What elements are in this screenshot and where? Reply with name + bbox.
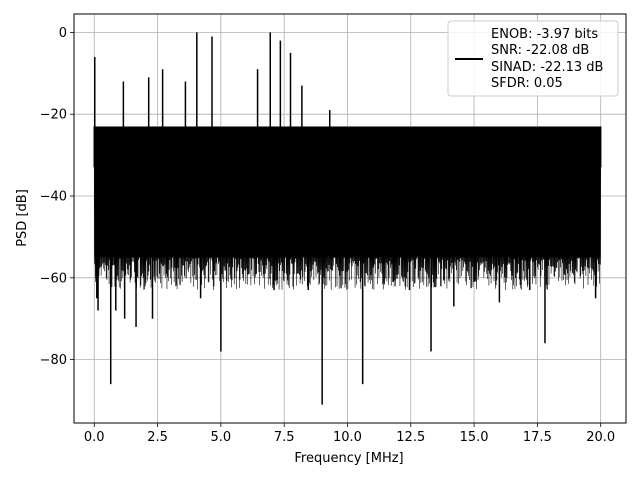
x-axis-ticks: 0.0 2.5 5.0 7.5 10.0 12.5 15.0 17.5 20.0 bbox=[84, 423, 615, 445]
x-axis-label: Frequency [MHz] bbox=[294, 451, 403, 466]
psd-trace bbox=[93, 32, 602, 405]
x-tick-label: 12.5 bbox=[396, 430, 425, 445]
x-tick-label: 20.0 bbox=[586, 430, 615, 445]
x-tick-label: 5.0 bbox=[211, 430, 232, 445]
x-tick-label: 2.5 bbox=[147, 430, 168, 445]
y-tick-label: −80 bbox=[40, 353, 67, 368]
y-tick-label: 0 bbox=[59, 26, 67, 41]
y-axis-label: PSD [dB] bbox=[15, 189, 30, 247]
y-tick-label: −40 bbox=[40, 190, 67, 205]
y-axis-ticks: 0 −20 −40 −60 −80 bbox=[40, 26, 74, 368]
x-tick-label: 0.0 bbox=[84, 430, 105, 445]
x-tick-label: 15.0 bbox=[460, 430, 489, 445]
legend-snr: SNR: -22.08 dB bbox=[491, 43, 589, 58]
legend-box bbox=[447, 20, 619, 97]
x-tick-label: 17.5 bbox=[523, 430, 552, 445]
y-tick-label: −20 bbox=[40, 108, 67, 123]
x-tick-label: 10.0 bbox=[333, 430, 362, 445]
legend-sinad: SINAD: -22.13 dB bbox=[491, 60, 603, 75]
x-tick-label: 7.5 bbox=[274, 430, 295, 445]
y-tick-label: −60 bbox=[40, 271, 67, 286]
legend-sfdr: SFDR: 0.05 bbox=[491, 76, 563, 91]
legend-enob: ENOB: -3.97 bits bbox=[491, 27, 598, 42]
legend: ENOB: -3.97 bits SNR: -22.08 dB SINAD: -… bbox=[447, 20, 619, 97]
plot-frame bbox=[73, 13, 627, 424]
psd-noise-trace bbox=[93, 126, 601, 291]
